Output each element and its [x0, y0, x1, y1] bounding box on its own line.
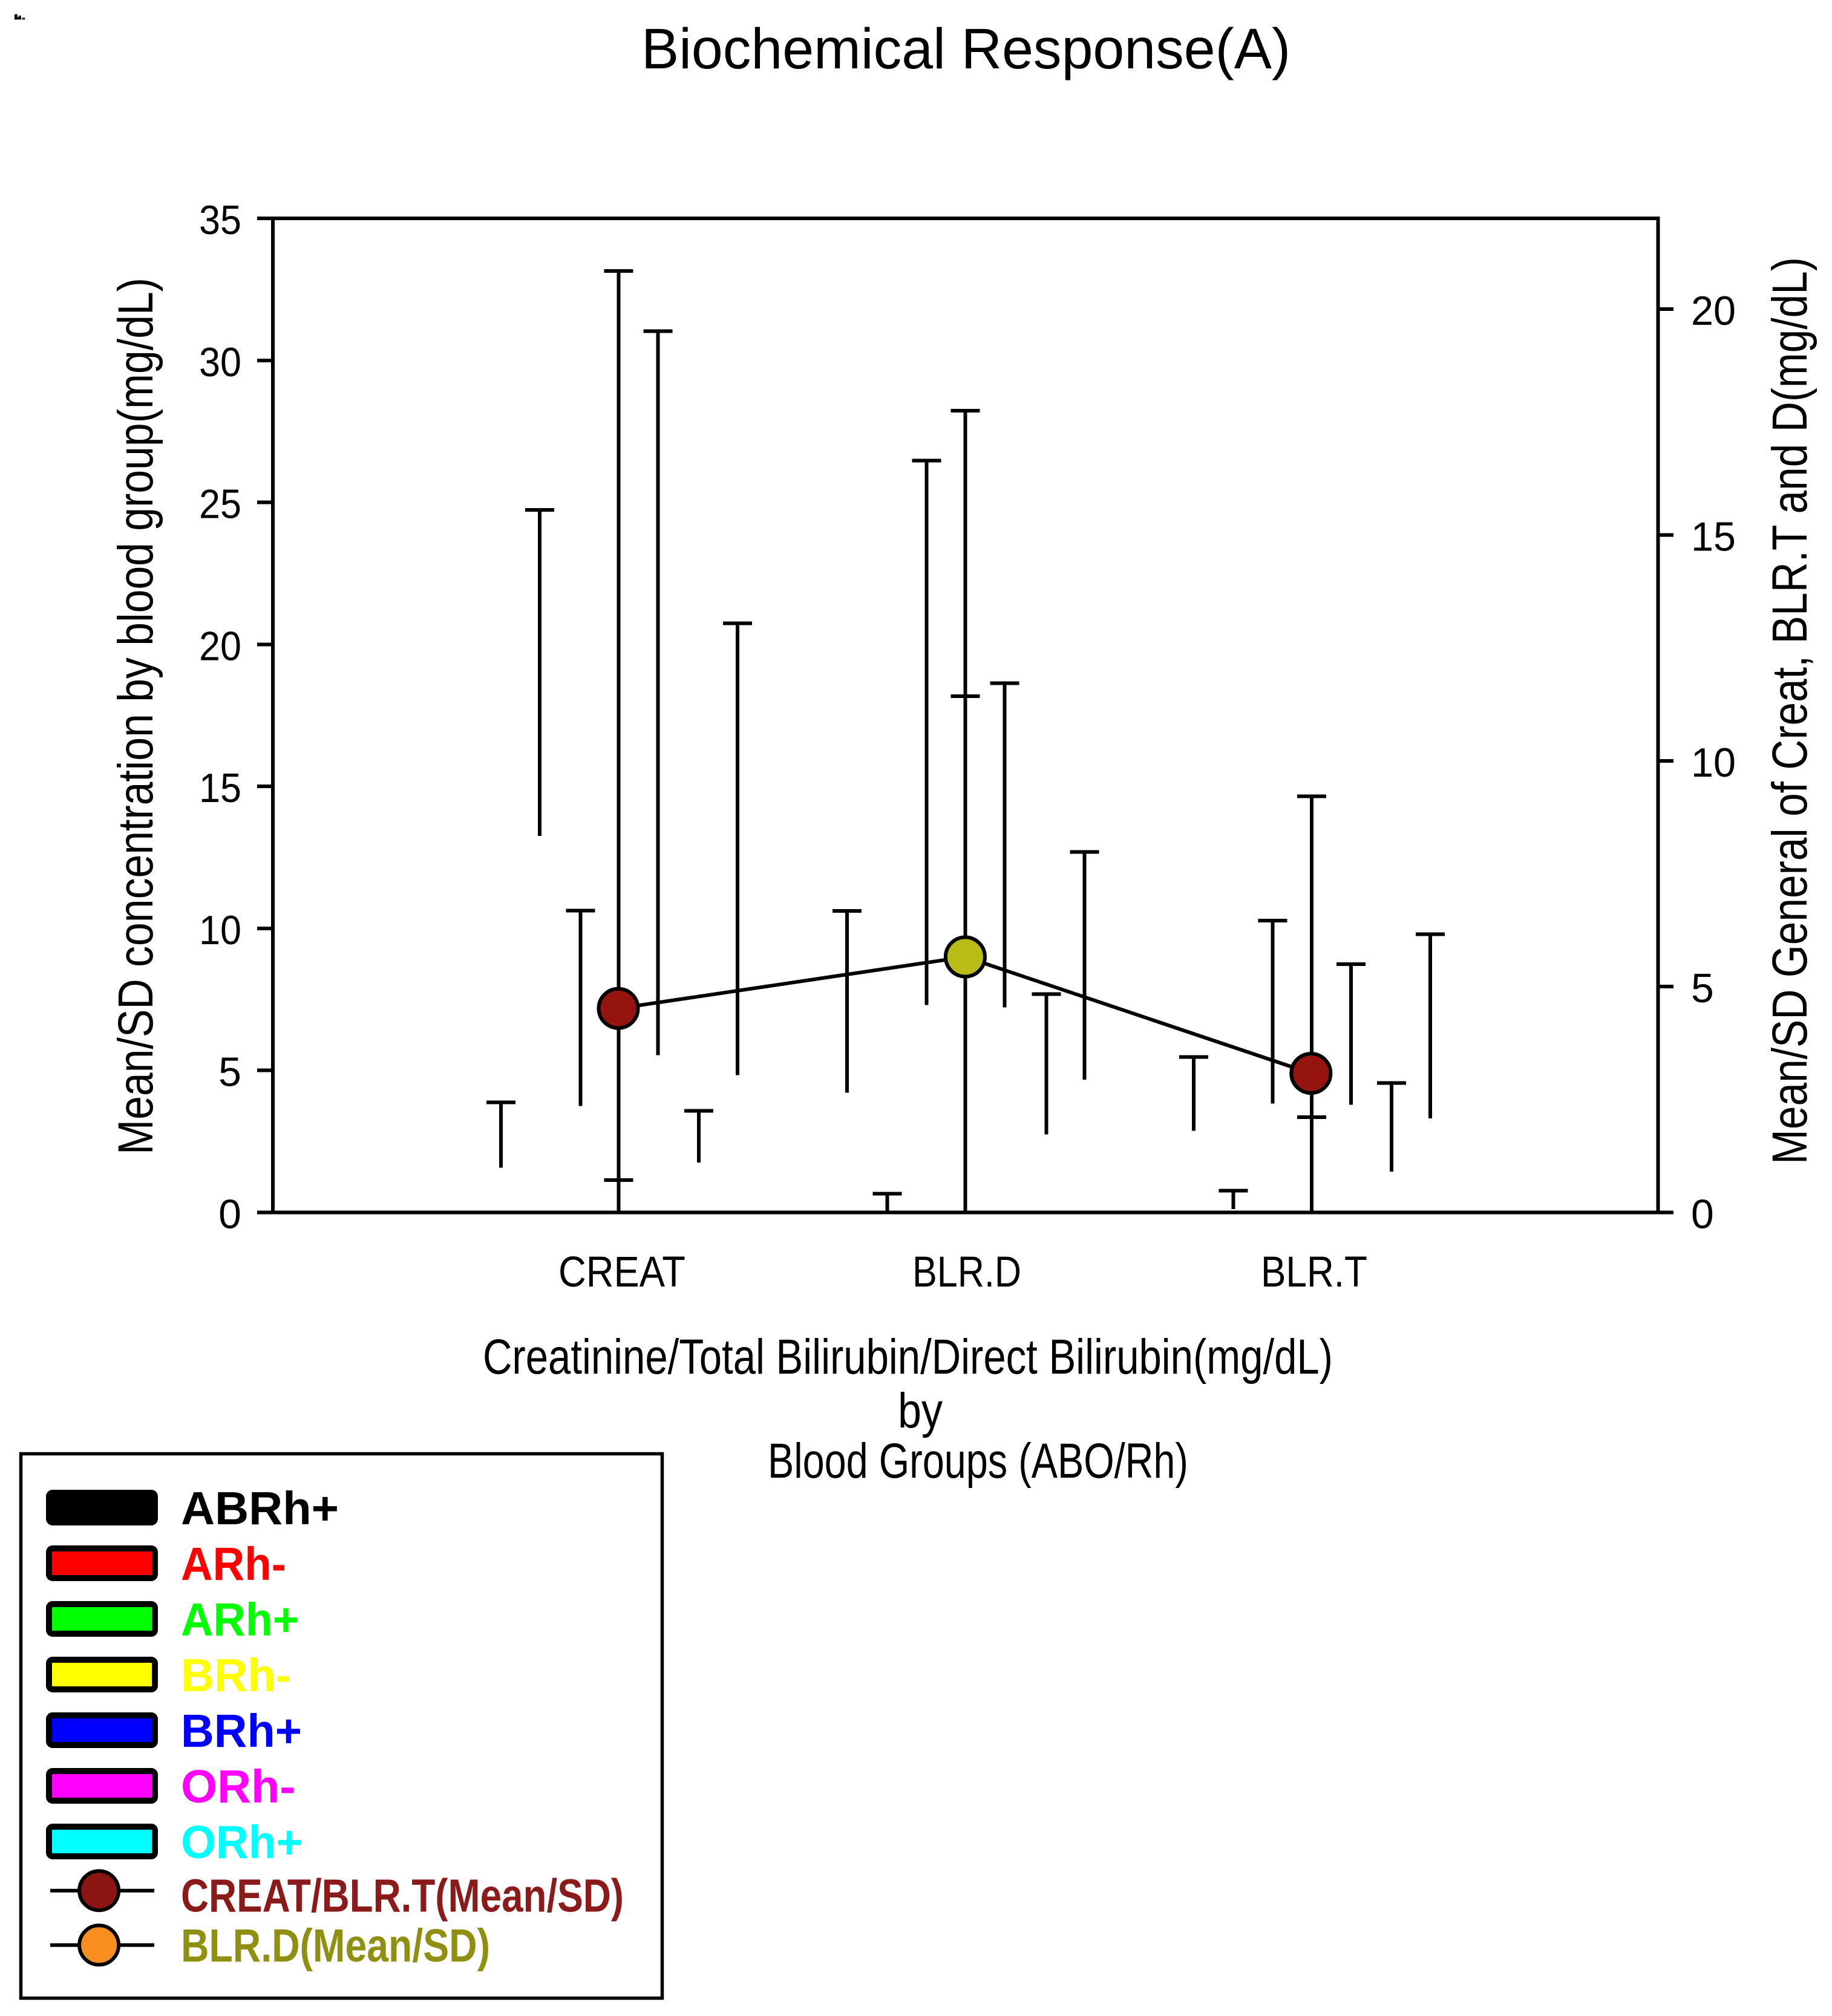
svg-text:ORh+: ORh+	[181, 1816, 303, 1868]
svg-text:BLR.D(Mean/SD): BLR.D(Mean/SD)	[181, 1920, 490, 1972]
svg-text:Blood Groups (ABO/Rh): Blood Groups (ABO/Rh)	[768, 1434, 1188, 1489]
svg-text:Biochemical Response(A): Biochemical Response(A)	[641, 17, 1291, 81]
svg-text:15: 15	[199, 765, 241, 811]
svg-text:Mean/SD General of Creat, BLR.: Mean/SD General of Creat, BLR.T and D(mg…	[1762, 257, 1817, 1164]
svg-text:ORh-: ORh-	[181, 1761, 295, 1813]
svg-text:by: by	[898, 1383, 943, 1438]
svg-text:0: 0	[218, 1192, 241, 1238]
svg-text:CREAT: CREAT	[558, 1248, 685, 1296]
svg-text:5: 5	[218, 1049, 241, 1095]
svg-text:30: 30	[199, 339, 241, 385]
svg-text:10: 10	[199, 907, 241, 953]
svg-text:25: 25	[199, 481, 241, 527]
svg-text:BLR.T: BLR.T	[1261, 1248, 1367, 1296]
svg-text:15: 15	[1691, 514, 1736, 559]
svg-text:CREAT/BLR.T(Mean/SD): CREAT/BLR.T(Mean/SD)	[181, 1870, 624, 1922]
svg-text:ARh-: ARh-	[181, 1538, 286, 1590]
svg-text:20: 20	[1691, 288, 1736, 334]
svg-text:5: 5	[1691, 965, 1714, 1011]
svg-text:BRh-: BRh-	[181, 1649, 291, 1701]
svg-text:20: 20	[199, 623, 241, 669]
svg-text:35: 35	[199, 197, 241, 243]
svg-text:BRh+: BRh+	[181, 1705, 302, 1757]
svg-text:BLR.D: BLR.D	[912, 1248, 1021, 1296]
svg-text:ARh+: ARh+	[181, 1594, 299, 1646]
svg-text:ABRh+: ABRh+	[181, 1483, 339, 1535]
svg-text:10: 10	[1691, 740, 1736, 786]
svg-text:0: 0	[1691, 1192, 1714, 1238]
svg-text:Creatinine/Total Bilirubin/Dir: Creatinine/Total Bilirubin/Direct Biliru…	[483, 1329, 1333, 1385]
svg-text:Mean/SD concentration by blood: Mean/SD concentration by blood group(mg/…	[108, 278, 163, 1155]
